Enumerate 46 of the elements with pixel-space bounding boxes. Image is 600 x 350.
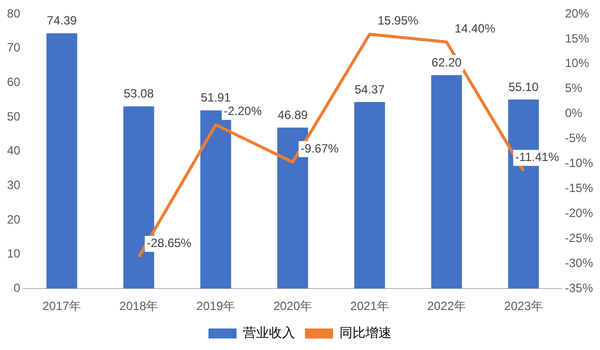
data-label: 74.39	[46, 14, 78, 28]
y2-tick-label: 15%	[564, 31, 590, 46]
x-tick-label: 2019年	[196, 299, 236, 314]
y2-tick-label: 10%	[564, 56, 590, 70]
data-label: 53.08	[124, 86, 154, 101]
y2-tick-label: -25%	[564, 230, 594, 245]
data-label: 15.95%	[378, 14, 419, 28]
bar	[431, 75, 462, 289]
data-label: 46.89	[278, 108, 308, 122]
y2-tick-label: 5%	[564, 81, 583, 96]
y-tick-label: 60	[6, 74, 21, 89]
x-tick-label: 2017年	[42, 299, 82, 314]
x-tick-label: 2021年	[350, 299, 389, 314]
x-tick-label: 2020年	[273, 299, 312, 314]
x-tick-label: 2022年	[427, 299, 466, 314]
legend-label: 营业收入	[243, 325, 295, 340]
y2-tick-label: -15%	[564, 181, 594, 196]
y-tick-label: 30	[6, 178, 21, 192]
data-label: 55.10	[508, 80, 539, 94]
data-label: 62.20	[432, 55, 462, 70]
y-tick-label: 10	[6, 246, 21, 261]
y-tick-label: 20	[6, 212, 21, 226]
y2-tick-label: 0%	[564, 106, 583, 120]
x-tick-label: 2018年	[119, 299, 158, 314]
data-label: -11.41%	[515, 150, 560, 164]
legend-label: 同比增速	[340, 325, 392, 340]
x-tick-label: 2023年	[504, 299, 543, 314]
y-tick-label: 70	[6, 40, 21, 55]
data-label: -28.65%	[146, 236, 192, 250]
y2-tick-label: 20%	[564, 6, 590, 20]
bar	[354, 102, 386, 289]
y2-tick-label: -30%	[564, 256, 594, 270]
data-label: 51.91	[200, 90, 232, 105]
y2-tick-label: -10%	[564, 156, 594, 170]
data-label: 14.40%	[454, 21, 496, 36]
y-tick-label: 0	[14, 280, 21, 295]
y2-tick-label: -5%	[564, 131, 587, 146]
y2-tick-label: -20%	[564, 206, 594, 220]
y-tick-label: 40	[6, 144, 21, 158]
y-tick-label: 80	[6, 6, 21, 20]
data-label: -2.20%	[224, 104, 262, 118]
bar	[46, 33, 78, 289]
y2-tick-label: -35%	[564, 280, 594, 295]
data-label: -9.67%	[300, 141, 340, 156]
data-label: 54.37	[354, 82, 385, 96]
y-tick-label: 50	[6, 109, 21, 124]
